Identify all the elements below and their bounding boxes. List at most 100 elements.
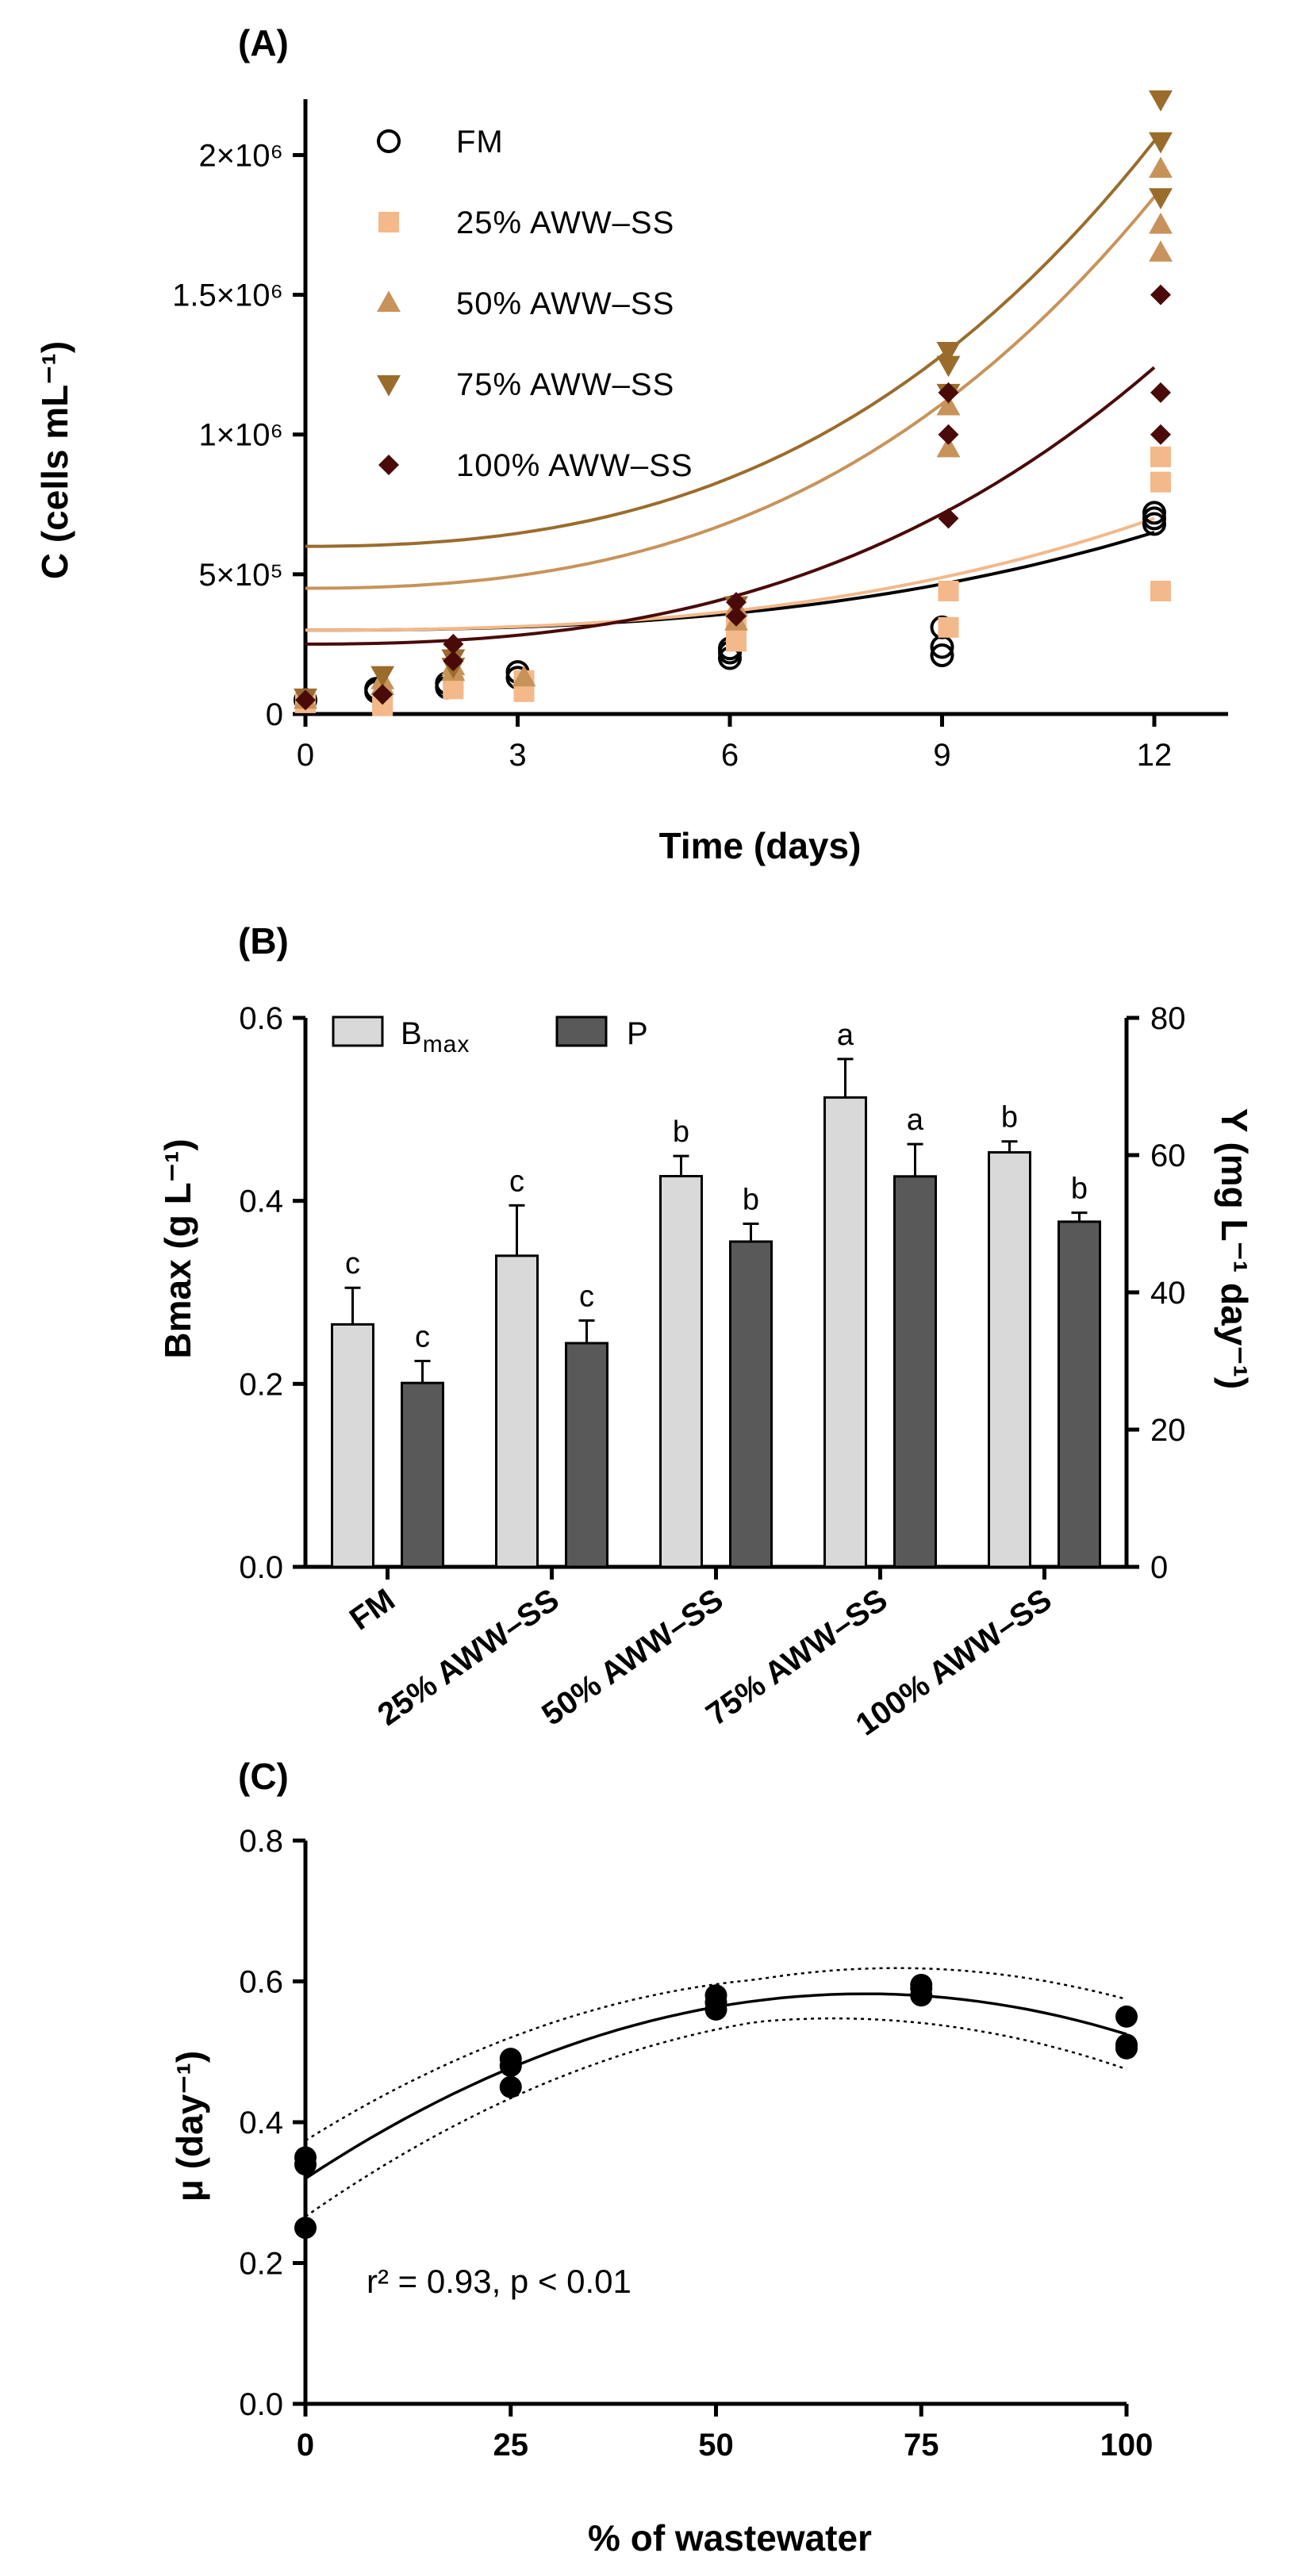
significance-letter: b [1001, 1101, 1018, 1134]
legend-label: Bmax [401, 1016, 470, 1058]
panel-a-axes: 0 3 6 9 12 0 5×10⁵ 1×10⁶ 1.5×10⁶ 2×10⁶ [172, 99, 1228, 773]
x-tick-label: 12 [1137, 738, 1173, 773]
data-point [1150, 446, 1171, 467]
bar [659, 1175, 703, 1568]
legend-label-main: B [401, 1016, 423, 1051]
panel-c-label: (C) [238, 1756, 289, 1797]
legend-marker [378, 212, 399, 232]
x-tick-label: 9 [933, 738, 950, 773]
data-point [726, 592, 747, 613]
legend-swatch [555, 1015, 608, 1047]
y-tick-label: 2×10⁶ [198, 138, 283, 173]
bar [495, 1254, 539, 1568]
data-point [295, 689, 316, 711]
right-y-tick-label: 80 [1150, 1001, 1186, 1036]
right-y-tick-label: 20 [1150, 1413, 1186, 1448]
y-tick-label: 0.8 [239, 1824, 283, 1859]
bar [893, 1175, 937, 1568]
legend-label-subscript: max [423, 1031, 470, 1058]
data-point [1150, 382, 1171, 403]
y-tick-label: 1.5×10⁶ [172, 278, 283, 313]
legend-label: 25% AWW–SS [456, 205, 674, 240]
x-tick-label: 50 [698, 2428, 734, 2463]
legend-label: 75% AWW–SS [456, 367, 674, 402]
left-y-tick-label: 0.0 [239, 1550, 283, 1585]
data-point [443, 633, 464, 655]
data-point [370, 666, 395, 688]
panel-b-left-y-axis-title: Bmax (g L⁻¹) [157, 1138, 198, 1358]
legend-swatch [332, 1015, 384, 1047]
bar [565, 1342, 608, 1568]
x-tick-label: 0 [297, 738, 314, 773]
data-point [1142, 501, 1166, 525]
data-point [1115, 2037, 1138, 2060]
y-tick-label: 0 [266, 697, 283, 732]
significance-letter: c [509, 1165, 524, 1198]
legend-label: P [627, 1016, 649, 1051]
right-y-tick-label: 0 [1150, 1550, 1168, 1585]
significance-letter: a [907, 1104, 924, 1137]
data-point [1150, 424, 1171, 445]
data-point [443, 651, 464, 672]
y-tick-label: 0.0 [239, 2387, 283, 2422]
right-y-tick-label: 40 [1150, 1276, 1186, 1311]
data-point [938, 581, 959, 601]
confidence-band-lower [305, 2017, 1127, 2217]
data-point [938, 382, 959, 403]
panel-b-label: (B) [238, 920, 289, 962]
significance-letter: c [345, 1247, 360, 1280]
legend-marker [377, 129, 401, 153]
bar [331, 1323, 374, 1568]
panel-b-legend: Bmax P [332, 1015, 649, 1058]
significance-letter: b [743, 1184, 759, 1217]
bar [1058, 1220, 1101, 1568]
bar [988, 1151, 1031, 1568]
right-y-tick-label: 60 [1150, 1138, 1186, 1173]
data-point [930, 643, 954, 668]
x-tick-label: 25 [493, 2428, 529, 2463]
panel-c-points [294, 1973, 1138, 2240]
panel-b-right-y-axis-title: Y (mg L⁻¹ day⁻¹) [1214, 1108, 1255, 1389]
panel-a-label: (A) [238, 22, 289, 63]
significance-letter: b [1071, 1173, 1088, 1206]
legend-label: 50% AWW–SS [456, 286, 674, 321]
significance-letter: a [837, 1019, 854, 1052]
fit-curve [305, 140, 1156, 548]
data-point [294, 2217, 317, 2240]
legend-marker [377, 374, 401, 397]
legend-label: FM [456, 125, 504, 159]
x-tick-label: 75 [904, 2428, 939, 2463]
panel-a-legend: FM 25% AWW–SS 50% AWW–SS 75% AWW–SS 100% AWW… [377, 125, 693, 483]
data-point [938, 616, 959, 638]
y-tick-label: 5×10⁵ [198, 558, 283, 593]
y-tick-label: 0.4 [239, 2106, 283, 2140]
panel-c-annotation: r² = 0.93, p < 0.01 [367, 2263, 631, 2300]
data-point [1149, 188, 1173, 209]
panel-a-chart: (A) 0 3 6 9 12 0 5×10⁵ 1×10⁶ 1.5×10⁶ 2×10⁶ FM 25% … [34, 22, 1228, 866]
bar [729, 1240, 773, 1568]
legend-marker [377, 290, 401, 313]
left-y-tick-label: 0.6 [239, 1001, 283, 1036]
data-point [936, 355, 961, 378]
panel-c-chart: (C) 0 25 50 75 100 0.0 0.2 0.4 0.6 0.8 r² = 0.93,… [169, 1756, 1153, 2559]
data-point [512, 665, 536, 687]
data-point [499, 2075, 522, 2098]
bar [823, 1096, 867, 1568]
data-point [372, 684, 393, 705]
data-point [938, 508, 959, 529]
data-point [1149, 156, 1173, 179]
legend-marker [378, 455, 399, 475]
x-tick-label: 3 [509, 738, 526, 773]
data-point [1150, 471, 1171, 493]
data-point [704, 1984, 727, 2007]
panel-b-bars: c c c c b b a a b b [331, 1019, 1101, 1568]
x-tick-label: 100 [1100, 2428, 1154, 2463]
data-point [938, 424, 959, 445]
panel-a-x-axis-title: Time (days) [659, 825, 862, 866]
data-point [910, 1973, 933, 1996]
data-point [936, 341, 961, 363]
x-tick-label: FM [344, 1582, 401, 1637]
